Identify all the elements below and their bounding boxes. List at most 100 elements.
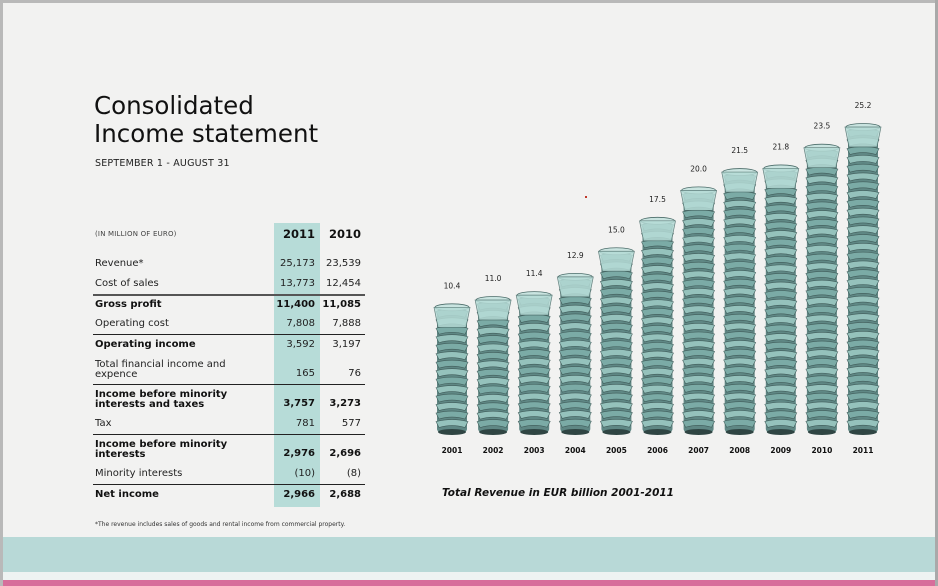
data-label: 10.4 [444,281,461,290]
value-2010: 3,273 [329,398,361,409]
glass-layer [682,357,716,367]
glass-layer [723,287,757,297]
glass-layer [723,217,757,227]
glass-layer [517,366,551,376]
glass-layer [805,332,839,341]
glass-layer [805,366,839,376]
glass-layer [558,383,592,393]
glass-layer [805,271,839,280]
glass-layer [682,244,716,254]
glass-layer [723,235,757,244]
glass-layer [682,366,716,376]
glass-layer [476,335,510,344]
glass-layer [641,419,674,428]
x-tick-label: 2001 [442,446,463,455]
glass-layer [476,326,510,336]
glass-layer [764,419,798,428]
decorative-band [3,537,935,572]
value-2010: 7,888 [332,318,361,329]
glass-layer [723,200,757,209]
bar-2008 [721,168,759,435]
glass-layer [558,401,592,411]
glass-top [597,250,635,272]
glass-layer [723,243,757,253]
glass-layer [682,218,716,227]
table-row: Operating cost 7,808 7,888 [93,314,365,334]
glass-layer [517,418,551,428]
glass-layer [599,279,633,288]
glass-layer [764,324,798,334]
glass-layer [641,265,674,274]
glass-base [479,429,508,435]
glass-layer [805,323,839,333]
glass-layer [682,253,716,262]
glass-layer [723,357,757,367]
glass-layer [435,368,469,378]
glass-base [807,429,836,435]
glass-layer [846,199,880,208]
glass-layer [558,366,592,375]
glass-layer [846,207,880,217]
glass-layer [641,376,674,386]
glass-layer [435,334,469,344]
glass-layer [846,366,880,375]
glass-layer [764,264,798,274]
glass-layer [805,227,839,237]
glass-top [556,276,594,298]
row-label: Net income [95,488,159,500]
glass-layer [846,392,880,402]
glass-layer [764,384,798,394]
glass-layer [846,225,880,235]
revenue-footnote: *The revenue includes sales of goods and… [95,521,346,528]
value-2011: (10) [294,468,315,479]
glass-layer [846,401,880,410]
glass-layer [599,392,633,402]
glass-layer [846,295,880,305]
glass-layer [846,313,880,323]
glass-layer [682,410,716,419]
glass-layer [764,221,798,231]
table-row: Income before minority interests and tax… [93,384,365,414]
table-row: Income before minority interests 2,976 2… [93,434,365,464]
glass-layer [558,392,592,402]
glass-layer [805,340,839,350]
glass-layer [764,247,798,257]
glass-layer [641,410,674,420]
glass-layer [846,348,880,358]
glass-layer [599,418,633,428]
glass-layer [599,296,633,306]
glass-layer [476,419,510,428]
glass-layer [641,384,674,394]
glass-layer [764,230,798,239]
glass-top [515,294,553,316]
glass-layer [599,375,633,384]
row-label: Income before minority interests and tax… [95,389,228,410]
glass-layer [599,340,633,349]
page-title: Consolidated Income statement [94,91,319,148]
glass-layer [805,305,839,315]
glass-layer [517,410,551,419]
window-frame-top [0,0,938,3]
row-label: Operating income [95,338,196,350]
glass-layer [805,192,839,202]
glass-layer [764,204,798,214]
glass-layer [476,377,510,386]
glass-layer [682,418,716,428]
glass-layer [764,290,798,299]
glass-layer [764,359,798,368]
glass-layer [846,190,880,199]
glass-layer [435,342,469,352]
bar-2006 [639,216,676,435]
glass-layer [558,348,592,358]
glass-base [643,429,672,435]
glass-layer [846,374,880,384]
glass-layer [558,304,592,314]
glass-layer [805,262,839,272]
glass-layer [805,297,839,306]
glass-layer [476,402,510,412]
data-label: 11.0 [485,274,502,283]
table-row: Operating income 3,592 3,197 [93,334,365,354]
glass-layer [846,339,880,349]
glass-base [561,429,590,435]
glass-layer [476,352,510,361]
